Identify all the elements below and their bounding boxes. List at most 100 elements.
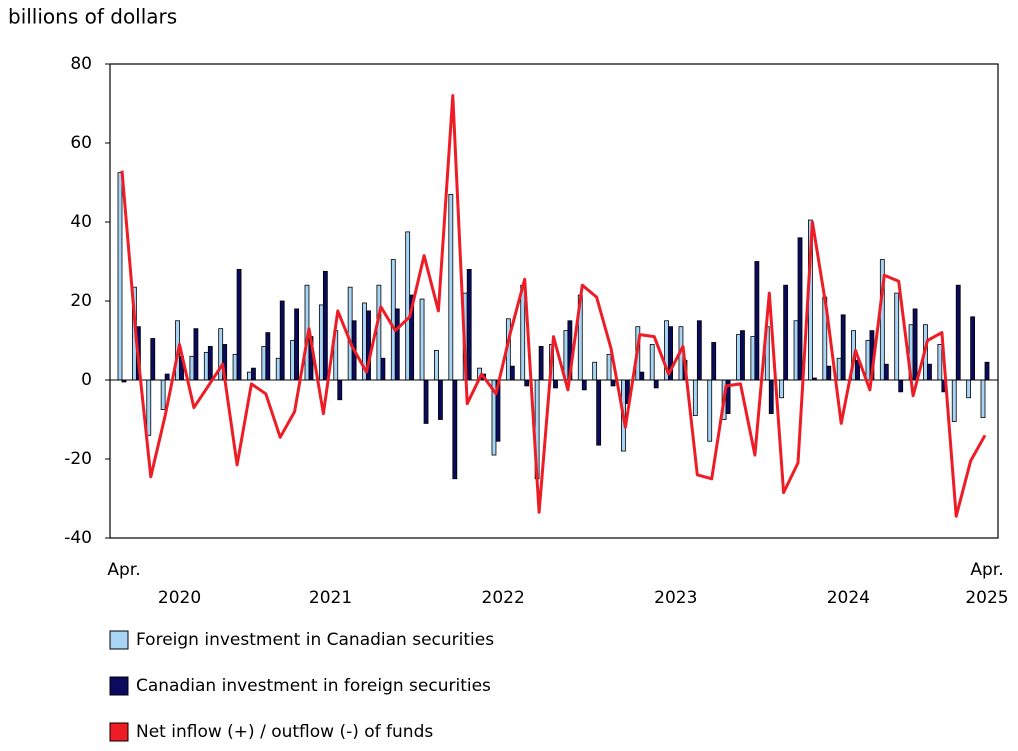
- bar: [448, 193, 454, 381]
- y-tick-label: -20: [64, 449, 92, 469]
- bar: [380, 357, 386, 381]
- bar: [232, 353, 238, 381]
- bar: [639, 371, 645, 381]
- bar: [649, 344, 655, 381]
- bar: [337, 379, 343, 401]
- bar: [840, 314, 846, 381]
- bar: [520, 284, 526, 381]
- bar: [912, 308, 918, 381]
- y-axis-label: billions of dollars: [8, 5, 177, 29]
- bar: [736, 334, 741, 381]
- y-tick-label: 60: [70, 133, 92, 153]
- y-tick-label: 0: [81, 370, 92, 390]
- bar: [193, 328, 199, 381]
- x-tick-label: Apr.: [107, 560, 140, 580]
- bar: [218, 328, 224, 381]
- bar: [865, 340, 871, 381]
- bar: [754, 261, 760, 381]
- bar: [160, 379, 166, 411]
- line: [120, 94, 987, 518]
- bar: [937, 344, 943, 381]
- bar: [836, 357, 842, 381]
- bar: [610, 379, 616, 387]
- bar: [117, 172, 123, 381]
- bar: [750, 336, 756, 381]
- bar: [207, 346, 213, 381]
- legend-label: Net inflow (+) / outflow (-) of funds: [136, 722, 433, 742]
- bar: [275, 357, 281, 381]
- bar: [466, 268, 472, 381]
- bar: [951, 379, 957, 422]
- legend-swatch: [109, 722, 129, 742]
- x-tick-label: Apr.: [970, 560, 1003, 580]
- bar: [347, 286, 353, 381]
- bar: [524, 379, 530, 387]
- bar: [711, 342, 717, 381]
- bar: [390, 259, 396, 381]
- bar: [768, 379, 774, 414]
- bar: [883, 363, 889, 381]
- legend-label: Foreign investment in Canadian securitie…: [136, 630, 494, 650]
- bar: [251, 367, 256, 381]
- bar: [419, 298, 425, 381]
- bar: [203, 351, 209, 381]
- x-year-label: 2022: [482, 588, 525, 608]
- bar: [146, 379, 152, 436]
- bar: [898, 379, 904, 393]
- bar: [894, 292, 900, 381]
- bar: [581, 379, 587, 391]
- bar: [150, 338, 156, 381]
- bar: [692, 379, 698, 416]
- bar: [596, 379, 602, 446]
- bar: [405, 231, 411, 381]
- x-year-label: 2023: [654, 588, 697, 608]
- bar: [955, 284, 961, 381]
- bar: [826, 365, 832, 381]
- bar: [980, 379, 986, 418]
- bar: [538, 346, 544, 381]
- bar: [783, 284, 789, 381]
- plot-frame: [109, 63, 999, 539]
- y-tick-label: 40: [70, 212, 92, 232]
- bar: [290, 340, 296, 381]
- bar: [984, 361, 990, 381]
- bar: [294, 308, 300, 381]
- bar: [797, 237, 803, 381]
- bar: [394, 308, 400, 381]
- x-year-label: 2025: [965, 588, 1008, 608]
- bar: [779, 379, 785, 399]
- bar: [434, 349, 439, 381]
- bar: [793, 320, 799, 381]
- bar: [318, 304, 324, 381]
- y-tick-label: 20: [70, 291, 92, 311]
- bar: [696, 320, 702, 381]
- bar: [423, 379, 429, 424]
- bar: [509, 365, 515, 381]
- legend-swatch: [109, 630, 129, 650]
- bar: [653, 379, 659, 389]
- bar: [740, 330, 745, 381]
- bar: [927, 363, 932, 381]
- bar: [606, 353, 612, 381]
- bar: [553, 379, 558, 389]
- x-year-label: 2021: [309, 588, 352, 608]
- x-year-label: 2020: [158, 588, 201, 608]
- x-year-label: 2024: [827, 588, 870, 608]
- bar: [966, 379, 972, 399]
- legend-label: Canadian investment in foreign securitie…: [136, 676, 491, 696]
- bar: [322, 270, 328, 381]
- y-tick-label: -40: [64, 528, 92, 548]
- bar: [438, 379, 443, 420]
- legend-swatch: [109, 676, 129, 696]
- y-tick-label: 80: [70, 54, 92, 74]
- bar: [970, 316, 976, 381]
- bar: [592, 361, 598, 381]
- bar: [452, 379, 458, 480]
- bar: [189, 355, 195, 381]
- bar: [247, 371, 252, 381]
- bar: [236, 268, 242, 381]
- bar: [707, 379, 713, 442]
- bar: [265, 332, 271, 381]
- bar: [164, 373, 170, 381]
